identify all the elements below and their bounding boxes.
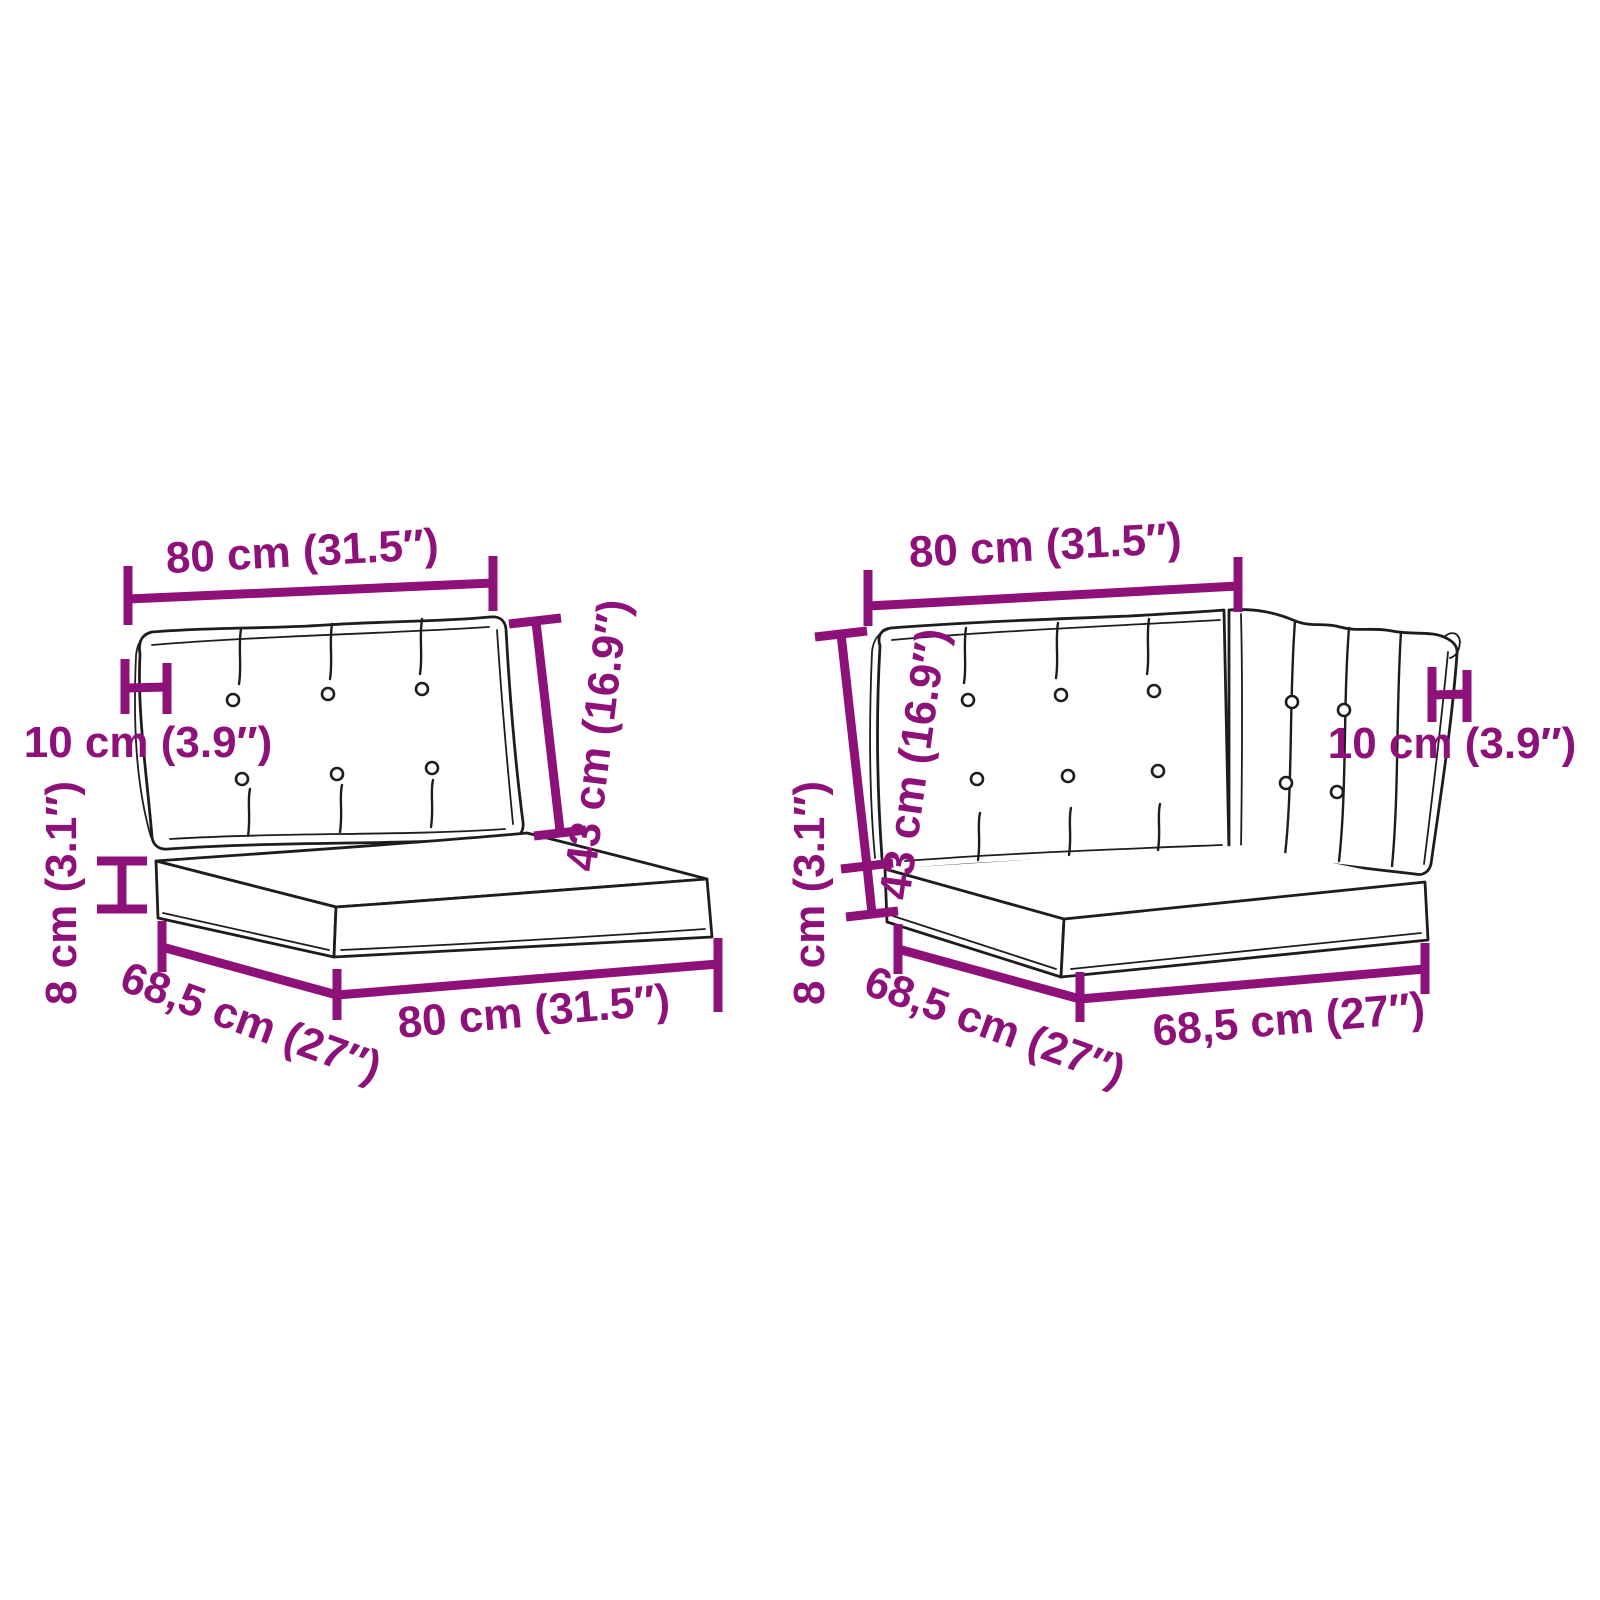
diagram-middle-set: 80 cm (31.5″) 10 cm (3.9″) 43 cm (16.9″)… [24,520,723,1092]
tuft-button [1278,775,1294,791]
tuft-button [1053,687,1069,703]
diagram-corner-set: 80 cm (31.5″) 43 cm (16.9″) 8 cm (3.1″) … [785,514,1576,1096]
corner-back-right-buttons [1278,694,1352,800]
corner-seat-width-dim-line [1079,943,1430,1004]
middle-back-width-dim-line [123,556,498,625]
corner-back-height-and-seat-thickness-dim-line [814,626,899,922]
corner-seat-cushion [883,845,1430,979]
middle-seat-cushion [154,831,714,959]
tuft-button [1060,768,1076,784]
middle-back-height-dim-line [508,613,587,841]
corner-back-right-piping [1240,613,1461,865]
middle-back-cushion [134,615,525,851]
middle-seat-thickness-dim-line [97,856,147,914]
corner-dimension-lines [814,557,1472,1022]
tuft-button [1284,694,1300,710]
middle-seat-front-face [332,877,714,959]
tuft-button [320,686,336,702]
corner-seat-top-face [885,845,1425,919]
tuft-button [1336,702,1352,718]
middle-back-thickness-dim-line [120,659,172,714]
middle-back-cushion-buttons [225,681,440,787]
corner-back-right-folds [1283,619,1403,868]
corner-seat-front-face [1059,880,1430,979]
corner-back-left-creases [962,617,1162,862]
corner-seat-width-label: 68,5 cm (27″) [1151,983,1427,1056]
middle-back-width-label: 80 cm (31.5″) [165,520,440,583]
middle-back-cushion-creases [237,617,435,838]
middle-back-thickness-label: 10 cm (3.9″) [24,718,273,767]
tuft-button [225,692,241,708]
middle-back-cushion-outline [138,615,525,851]
tuft-button [960,692,976,708]
tuft-button [329,766,345,782]
corner-back-left-piping [869,619,1223,862]
middle-dimension-lines [97,556,723,1020]
middle-seat-piping [162,912,706,951]
tuft-button [424,760,440,776]
tuft-button [1150,763,1166,779]
middle-back-height-label: 43 cm (16.9″) [557,597,639,874]
corner-back-left-buttons [960,683,1166,787]
tuft-button [1146,683,1162,699]
tuft-button [1329,784,1345,800]
corner-back-thickness-dim-line [1427,667,1472,722]
tuft-button [969,771,985,787]
middle-seat-thickness-label: 8 cm (3.1″) [37,781,86,1005]
corner-back-width-label: 80 cm (31.5″) [908,514,1183,577]
corner-back-width-dim-line [863,557,1243,626]
corner-back-cushion-right [1227,608,1461,876]
middle-seat-width-dim-line [336,938,723,1012]
tuft-button [414,681,430,697]
corner-back-thickness-label: 10 cm (3.9″) [1328,719,1577,768]
corner-seat-piping [892,915,1422,970]
tuft-button [234,771,250,787]
corner-seat-thickness-label: 8 cm (3.1″) [785,781,834,1005]
